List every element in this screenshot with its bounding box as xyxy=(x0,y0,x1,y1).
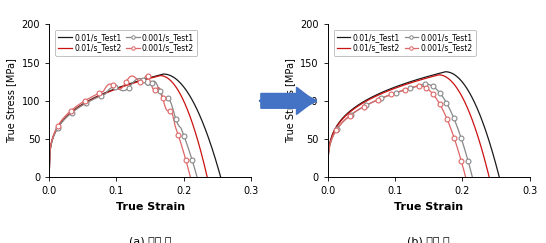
Legend: 0.01/s_Test1, 0.01/s_Test2, 0.001/s_Test1, 0.001/s_Test2: 0.01/s_Test1, 0.01/s_Test2, 0.001/s_Test… xyxy=(55,30,197,56)
Legend: 0.01/s_Test1, 0.01/s_Test2, 0.001/s_Test1, 0.001/s_Test2: 0.01/s_Test1, 0.01/s_Test2, 0.001/s_Test… xyxy=(334,30,476,56)
FancyArrow shape xyxy=(261,87,314,114)
X-axis label: True Strain: True Strain xyxy=(394,202,463,212)
Text: (a) 개선 전: (a) 개선 전 xyxy=(129,235,171,243)
Y-axis label: True Stress [MPa]: True Stress [MPa] xyxy=(6,58,16,143)
Text: (b) 개선 후: (b) 개선 후 xyxy=(407,235,450,243)
Y-axis label: True Stress [MPa]: True Stress [MPa] xyxy=(284,58,295,143)
X-axis label: True Strain: True Strain xyxy=(116,202,185,212)
